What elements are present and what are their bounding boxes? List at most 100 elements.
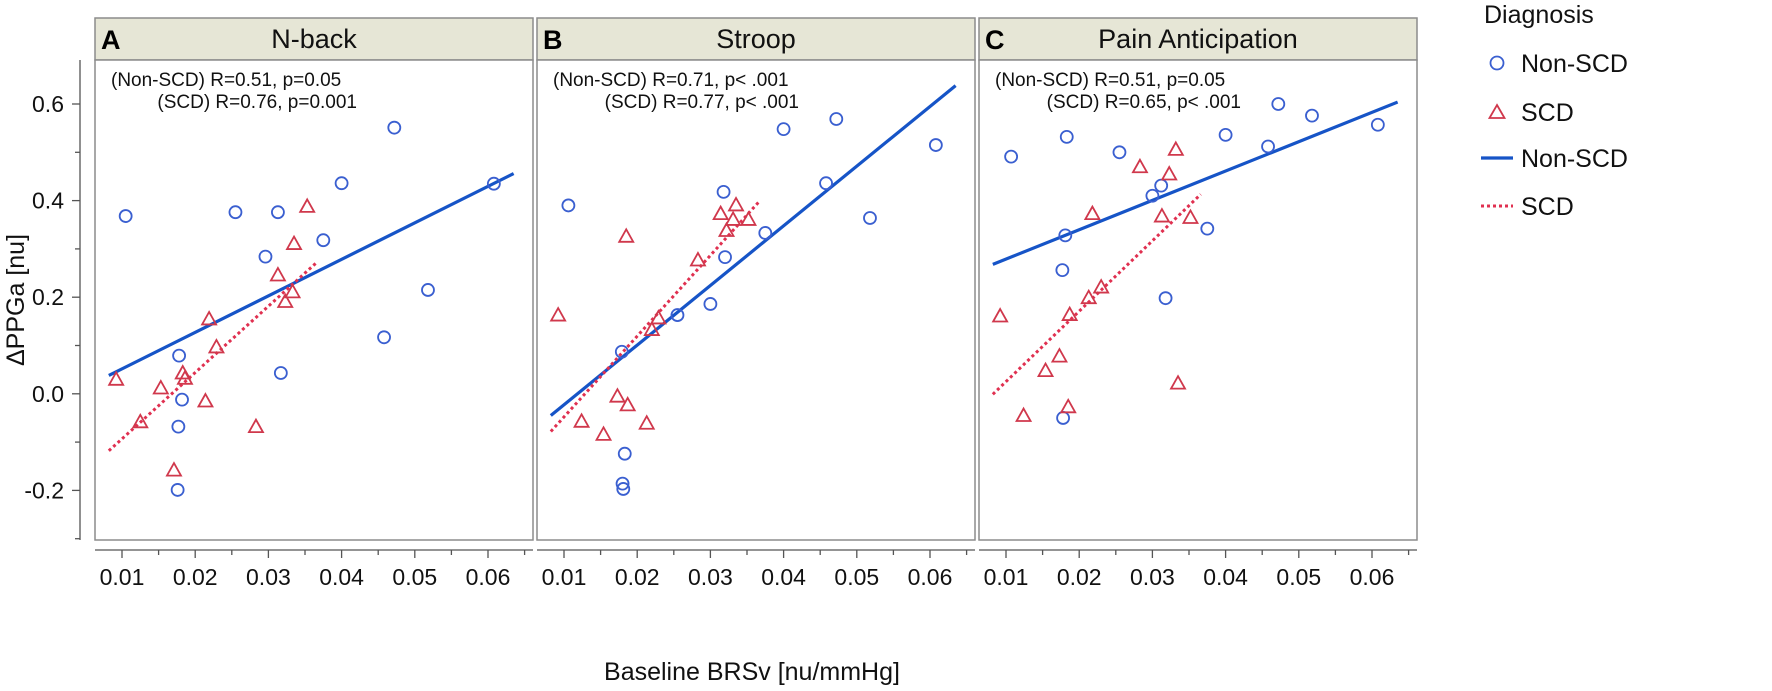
annotation-scd: (SCD) R=0.65, p< .001 — [1047, 92, 1241, 113]
plot-area — [536, 59, 976, 541]
point-non-scd — [258, 249, 273, 264]
annotation-non-scd: (Non-SCD) R=0.51, p=0.05 — [111, 70, 341, 91]
panel-letter: B — [543, 25, 563, 55]
x-tick-label: 0.04 — [761, 564, 806, 590]
point-scd — [1080, 288, 1098, 305]
point-scd — [1092, 278, 1110, 294]
point-scd — [712, 204, 730, 221]
point-non-scd — [1200, 221, 1215, 236]
panel-title: Pain Anticipation — [1098, 24, 1298, 54]
point-scd — [165, 461, 183, 477]
x-tick-label: 0.05 — [834, 564, 879, 590]
x-tick-label: 0.03 — [688, 564, 733, 590]
point-scd — [727, 196, 745, 212]
point-scd — [131, 412, 149, 429]
plot-area — [978, 59, 1418, 541]
point-scd — [269, 266, 287, 282]
fit-line-scd — [549, 201, 760, 433]
point-scd — [200, 310, 218, 326]
point-non-scd — [1058, 228, 1073, 243]
x-tick-label: 0.05 — [392, 564, 437, 590]
point-scd — [649, 309, 667, 325]
x-tick-label: 0.01 — [542, 564, 587, 590]
axes-layer: -0.2 0.0 0.2 0.4 0.6 ΔPPGa [nu] Baseline BRSv … — [2, 60, 900, 686]
panel-b: B Stroop (Non-SCD) R=0.71, p< .001(SCD) R=… — [536, 17, 976, 590]
point-non-scd — [118, 209, 133, 223]
x-tick-label: 0.06 — [908, 564, 953, 590]
point-non-scd — [561, 198, 576, 213]
fit-line-scd — [107, 261, 318, 452]
x-tick-label: 0.05 — [1276, 564, 1321, 590]
legend-circle-marker — [1489, 55, 1505, 71]
point-non-scd — [172, 348, 186, 363]
panel-title: N-back — [271, 24, 357, 54]
y-tick-label: 0.4 — [32, 188, 64, 214]
point-non-scd — [670, 308, 685, 322]
legend: Diagnosis Non-SCD SCD Non-SCD SCD — [1481, 1, 1628, 221]
annotation-non-scd: (Non-SCD) R=0.71, p< .001 — [553, 70, 789, 91]
x-tick-label: 0.01 — [100, 564, 145, 590]
point-scd — [1015, 406, 1033, 422]
point-non-scd — [1004, 149, 1019, 164]
point-non-scd — [228, 205, 243, 220]
point-non-scd — [716, 185, 731, 199]
point-non-scd — [170, 483, 185, 497]
point-non-scd — [863, 211, 877, 225]
x-tick-label: 0.03 — [246, 564, 291, 590]
panel-a: A N-back (Non-SCD) R=0.51, p=0.05(SCD) R=0… — [94, 17, 534, 590]
point-scd — [717, 221, 736, 237]
point-non-scd — [758, 226, 773, 240]
point-scd — [1167, 140, 1185, 156]
y-tick-label: 0.2 — [32, 284, 64, 310]
point-scd — [638, 414, 656, 430]
point-scd — [196, 392, 214, 408]
point-scd — [689, 251, 707, 267]
point-non-scd — [334, 176, 349, 191]
y-tick-label: 0.6 — [32, 91, 64, 117]
point-non-scd — [615, 476, 630, 491]
panels-layer: A N-back(Non-SCD) R=0.51, p=0.05(SCD) R=0… — [94, 17, 1418, 590]
legend-label-non-scd-points: Non-SCD — [1521, 50, 1628, 78]
point-scd — [619, 396, 637, 412]
point-non-scd — [718, 250, 732, 265]
legend-triangle-marker — [1487, 103, 1507, 119]
legend-label-scd-fit: SCD — [1521, 193, 1574, 221]
panel-header — [94, 17, 534, 61]
x-tick-label: 0.04 — [1203, 564, 1248, 590]
point-non-scd — [1055, 263, 1070, 278]
plot-area — [94, 59, 534, 541]
point-non-scd — [1112, 145, 1127, 160]
point-non-scd — [271, 205, 285, 220]
point-scd — [1059, 397, 1077, 414]
point-non-scd — [1261, 139, 1275, 154]
point-non-scd — [273, 366, 288, 380]
x-tick-label: 0.04 — [319, 564, 364, 590]
x-tick-label: 0.06 — [466, 564, 511, 590]
x-tick-label: 0.01 — [984, 564, 1029, 590]
annotation-scd: (SCD) R=0.77, p< .001 — [605, 92, 799, 113]
x-tick-label: 0.02 — [173, 564, 218, 590]
point-scd — [298, 197, 316, 213]
point-non-scd — [1305, 108, 1319, 123]
point-non-scd — [171, 419, 186, 434]
point-non-scd — [387, 120, 402, 135]
point-scd — [724, 210, 742, 226]
x-tick-label: 0.02 — [615, 564, 660, 590]
annotation-non-scd: (Non-SCD) R=0.51, p=0.05 — [995, 70, 1225, 91]
point-non-scd — [175, 392, 189, 407]
point-non-scd — [819, 176, 833, 191]
point-scd — [617, 227, 635, 243]
legend-title: Diagnosis — [1484, 1, 1594, 29]
annotation-scd: (SCD) R=0.76, p=0.001 — [157, 92, 357, 113]
point-scd — [643, 320, 661, 336]
point-scd — [594, 425, 613, 441]
point-scd — [284, 283, 302, 299]
panel-header — [536, 17, 976, 61]
point-scd — [176, 369, 194, 385]
x-tick-label: 0.03 — [1130, 564, 1175, 590]
x-axis-label: Baseline BRSv [nu/mmHg] — [604, 658, 900, 686]
x-tick-label: 0.02 — [1057, 564, 1102, 590]
point-non-scd — [316, 233, 331, 248]
point-scd — [247, 417, 265, 434]
point-scd — [1160, 165, 1178, 181]
